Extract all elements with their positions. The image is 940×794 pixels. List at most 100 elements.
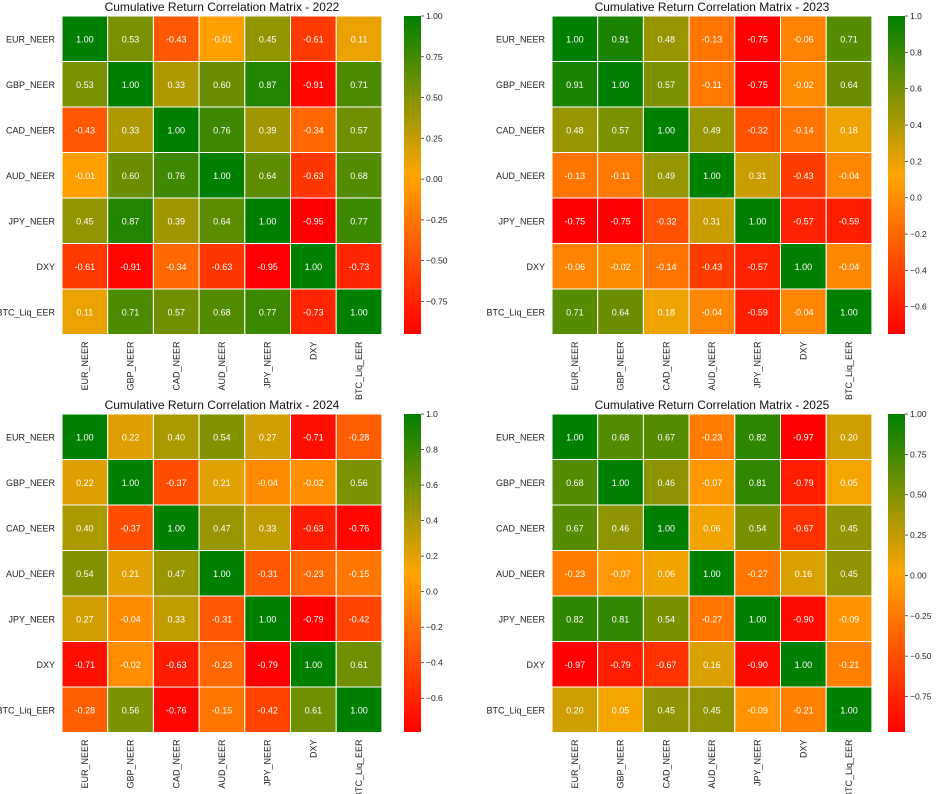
heatmap-cell — [642, 641, 690, 688]
cell-value-label: -0.11 — [702, 80, 722, 90]
cell-value-label: 1.00 — [566, 34, 584, 44]
heatmap-cell — [780, 152, 827, 199]
heatmap-cell — [734, 15, 781, 62]
y-tick-label: AUD_NEER — [6, 171, 56, 181]
cell-value-label: 1.00 — [213, 171, 231, 181]
cell-value-label: 0.68 — [566, 478, 584, 488]
cell-value-label: 0.54 — [657, 614, 675, 624]
y-tick-label: DXY — [526, 660, 545, 670]
cell-value-label: 0.71 — [566, 307, 584, 317]
cell-value-label: 0.53 — [76, 80, 94, 90]
cell-value-label: -0.79 — [793, 478, 814, 488]
colorbar-tick-label: 1.00 — [910, 409, 927, 419]
cell-value-label: -0.32 — [656, 216, 677, 226]
colorbar-tick-label: 1.0 — [426, 409, 438, 419]
cell-value-label: 0.47 — [213, 523, 231, 533]
colorbar-tick-label: 0.00 — [426, 174, 443, 184]
x-tick-label: JPY_NEER — [263, 739, 273, 786]
heatmap-cell — [551, 61, 599, 108]
heatmap-cell — [61, 288, 109, 335]
cell-value-label: -0.34 — [166, 262, 187, 272]
heatmap-cell — [290, 504, 337, 551]
cell-value-label: -0.14 — [656, 262, 677, 272]
heatmap-cell — [61, 550, 109, 597]
cell-value-label: -0.06 — [565, 262, 586, 272]
cell-value-label: -0.04 — [702, 307, 723, 317]
heatmap-cell — [597, 61, 644, 108]
heatmap-cell — [734, 197, 781, 244]
cell-value-label: 0.27 — [259, 432, 277, 442]
heatmap-cell — [107, 595, 154, 642]
cell-value-label: 0.64 — [612, 307, 630, 317]
cell-value-label: -0.61 — [75, 262, 96, 272]
x-tick-label: GBP_NEER — [616, 341, 626, 391]
y-tick-label: CAD_NEER — [6, 523, 56, 533]
cell-value-label: 0.20 — [840, 432, 858, 442]
heatmap-cell — [335, 152, 383, 199]
cell-value-label: -0.57 — [793, 216, 814, 226]
cell-value-label: 0.49 — [703, 125, 721, 135]
cell-value-label: 0.76 — [213, 125, 231, 135]
cell-value-label: 0.77 — [259, 307, 277, 317]
cell-value-label: 1.00 — [122, 478, 140, 488]
y-tick-label: CAD_NEER — [496, 523, 546, 533]
x-tick-label: GBP_NEER — [126, 341, 136, 391]
heatmap-cell — [780, 61, 827, 108]
heatmap-cell — [198, 504, 246, 551]
colorbar-tick-label: 0.50 — [910, 490, 927, 500]
chart-title: Cumulative Return Correlation Matrix - 2… — [595, 398, 830, 412]
cell-value-label: 0.82 — [749, 432, 767, 442]
heatmap-cell — [107, 413, 154, 460]
cell-value-label: 1.00 — [259, 216, 277, 226]
cell-value-label: 0.82 — [566, 614, 584, 624]
x-tick-label: GBP_NEER — [126, 739, 136, 789]
heatmap-cell — [61, 504, 109, 551]
heatmap-cell — [642, 106, 690, 153]
cell-value-label: 0.54 — [749, 523, 767, 533]
heatmap-cell — [780, 243, 827, 290]
heatmap-cell — [825, 288, 873, 335]
heatmap-cell — [734, 288, 781, 335]
cell-value-label: 0.81 — [749, 478, 767, 488]
x-tick-label: DXY — [308, 342, 318, 361]
cell-value-label: 0.53 — [122, 34, 140, 44]
cell-value-label: -0.79 — [610, 660, 631, 670]
y-tick-label: DXY — [36, 660, 55, 670]
y-tick-label: EUR_NEER — [6, 432, 56, 442]
cell-value-label: 0.47 — [167, 569, 185, 579]
cell-value-label: 0.39 — [259, 125, 277, 135]
cell-value-label: 1.00 — [749, 216, 767, 226]
cell-value-label: -0.15 — [349, 569, 370, 579]
cell-value-label: -0.37 — [120, 523, 141, 533]
cell-value-label: -0.63 — [303, 523, 324, 533]
heatmap-cell — [642, 288, 690, 335]
y-tick-label: CAD_NEER — [496, 125, 546, 135]
heatmap-cell — [780, 641, 827, 688]
colorbar-tick-label: 1.0 — [910, 11, 922, 21]
cell-value-label: 0.49 — [657, 171, 675, 181]
cell-value-label: 0.16 — [703, 660, 721, 670]
cell-value-label: 0.45 — [840, 523, 858, 533]
colorbar-tick-label: −0.6 — [426, 693, 443, 703]
cell-value-label: -0.34 — [303, 125, 324, 135]
cell-value-label: -0.95 — [303, 216, 324, 226]
y-tick-label: GBP_NEER — [496, 478, 546, 488]
cell-value-label: 1.00 — [703, 569, 721, 579]
cell-value-label: -0.04 — [839, 262, 860, 272]
colorbar-tick-label: −0.2 — [426, 622, 443, 632]
heatmap-cell — [107, 243, 154, 290]
cell-value-label: 1.00 — [122, 80, 140, 90]
heatmap-cell — [198, 288, 246, 335]
cell-value-label: 1.00 — [350, 705, 368, 715]
heatmap-cell — [688, 686, 736, 733]
heatmap-cell — [198, 595, 246, 642]
x-tick-label: JPY_NEER — [263, 341, 273, 388]
x-tick-label: DXY — [308, 740, 318, 759]
chart-title: Cumulative Return Correlation Matrix - 2… — [595, 0, 830, 14]
cell-value-label: 0.33 — [167, 614, 185, 624]
heatmap-cell — [688, 197, 736, 244]
heatmap-cell — [597, 15, 644, 62]
cell-value-label: -0.31 — [212, 614, 233, 624]
cell-value-label: 1.00 — [795, 660, 813, 670]
heatmap-cell — [551, 504, 599, 551]
